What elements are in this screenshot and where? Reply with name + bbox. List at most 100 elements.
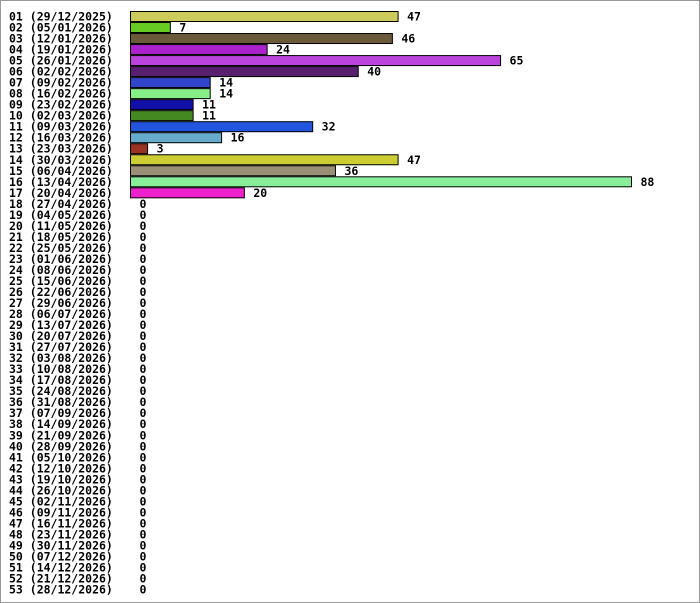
value-label: 24: [276, 43, 290, 57]
category-label: 43 (19/10/2026): [9, 472, 113, 486]
value-label: 0: [140, 450, 147, 464]
value-label: 14: [219, 87, 233, 101]
category-label: 01 (29/12/2025): [9, 10, 113, 24]
category-label: 22 (25/05/2026): [9, 241, 113, 255]
bar: [130, 33, 393, 45]
category-label: 09 (23/02/2026): [9, 98, 113, 112]
bar: [130, 132, 223, 144]
value-label: 11: [202, 98, 216, 112]
category-label: 18 (27/04/2026): [9, 197, 113, 211]
bar: [130, 143, 149, 155]
value-label: 0: [140, 483, 147, 497]
value-label: 0: [140, 417, 147, 431]
category-label: 46 (09/11/2026): [9, 505, 113, 519]
category-label: 13 (23/03/2026): [9, 142, 113, 156]
value-label: 0: [140, 340, 147, 354]
category-label: 24 (08/06/2026): [9, 263, 113, 277]
value-label: 40: [367, 65, 381, 79]
category-label: 17 (20/04/2026): [9, 186, 113, 200]
value-label: 0: [140, 197, 147, 211]
bar: [130, 154, 399, 166]
value-label: 0: [140, 318, 147, 332]
category-label: 05 (26/01/2026): [9, 54, 113, 68]
bar: [130, 77, 211, 89]
value-label: 0: [140, 373, 147, 387]
category-label: 44 (26/10/2026): [9, 483, 113, 497]
bar: [130, 44, 268, 56]
bar: [130, 55, 502, 67]
value-label: 0: [140, 351, 147, 365]
value-label: 47: [407, 153, 421, 167]
value-label: 0: [140, 505, 147, 519]
category-label: 25 (15/06/2026): [9, 274, 113, 288]
category-label: 40 (28/09/2026): [9, 439, 113, 453]
value-label: 0: [140, 516, 147, 530]
value-label: 0: [140, 329, 147, 343]
value-label: 0: [140, 241, 147, 255]
category-label: 51 (14/12/2026): [9, 561, 113, 575]
bar: [130, 165, 336, 177]
category-label: 07 (09/02/2026): [9, 76, 113, 90]
category-label: 38 (14/09/2026): [9, 417, 113, 431]
value-label: 11: [202, 109, 216, 123]
category-label: 15 (06/04/2026): [9, 164, 113, 178]
bar: [130, 99, 194, 111]
bar: [130, 22, 171, 34]
category-label: 11 (09/03/2026): [9, 120, 113, 134]
category-label: 04 (19/01/2026): [9, 43, 113, 57]
category-label: 27 (29/06/2026): [9, 296, 113, 310]
category-label: 53 (28/12/2026): [9, 583, 113, 597]
category-label: 08 (16/02/2026): [9, 87, 113, 101]
value-label: 0: [140, 439, 147, 453]
category-label: 29 (13/07/2026): [9, 318, 113, 332]
category-label: 52 (21/12/2026): [9, 572, 113, 586]
value-label: 0: [140, 428, 147, 442]
value-label: 0: [140, 549, 147, 563]
value-label: 47: [407, 10, 421, 24]
value-label: 0: [140, 219, 147, 233]
value-label: 0: [140, 230, 147, 244]
category-label: 34 (17/08/2026): [9, 373, 113, 387]
value-label: 46: [401, 32, 415, 46]
value-label: 0: [140, 494, 147, 508]
category-label: 12 (16/03/2026): [9, 131, 113, 145]
category-label: 32 (03/08/2026): [9, 351, 113, 365]
value-label: 7: [179, 21, 186, 35]
category-label: 03 (12/01/2026): [9, 32, 113, 46]
category-label: 21 (18/05/2026): [9, 230, 113, 244]
category-label: 36 (31/08/2026): [9, 395, 113, 409]
category-label: 49 (30/11/2026): [9, 538, 113, 552]
value-label: 0: [140, 296, 147, 310]
bar: [130, 187, 245, 199]
category-label: 10 (02/03/2026): [9, 109, 113, 123]
value-label: 0: [140, 561, 147, 575]
value-label: 0: [140, 252, 147, 266]
category-label: 42 (12/10/2026): [9, 461, 113, 475]
category-label: 37 (07/09/2026): [9, 406, 113, 420]
category-label: 35 (24/08/2026): [9, 384, 113, 398]
category-label: 45 (02/11/2026): [9, 494, 113, 508]
bar: [130, 66, 359, 78]
bar: [130, 11, 399, 22]
category-label: 19 (04/05/2026): [9, 208, 113, 222]
value-label: 16: [231, 131, 245, 145]
category-label: 06 (02/02/2026): [9, 65, 113, 79]
category-label: 20 (11/05/2026): [9, 219, 113, 233]
value-label: 0: [140, 572, 147, 586]
category-label: 48 (23/11/2026): [9, 527, 113, 541]
value-label: 88: [641, 175, 655, 189]
bar: [130, 88, 211, 100]
category-label: 50 (07/12/2026): [9, 549, 113, 563]
category-label: 16 (13/04/2026): [9, 175, 113, 189]
value-label: 0: [140, 208, 147, 222]
value-label: 0: [140, 583, 147, 597]
value-label: 65: [510, 54, 524, 68]
category-label: 30 (20/07/2026): [9, 329, 113, 343]
category-label: 28 (06/07/2026): [9, 307, 113, 321]
category-label: 33 (10/08/2026): [9, 362, 113, 376]
category-label: 23 (01/06/2026): [9, 252, 113, 266]
category-label: 41 (05/10/2026): [9, 450, 113, 464]
value-label: 0: [140, 307, 147, 321]
